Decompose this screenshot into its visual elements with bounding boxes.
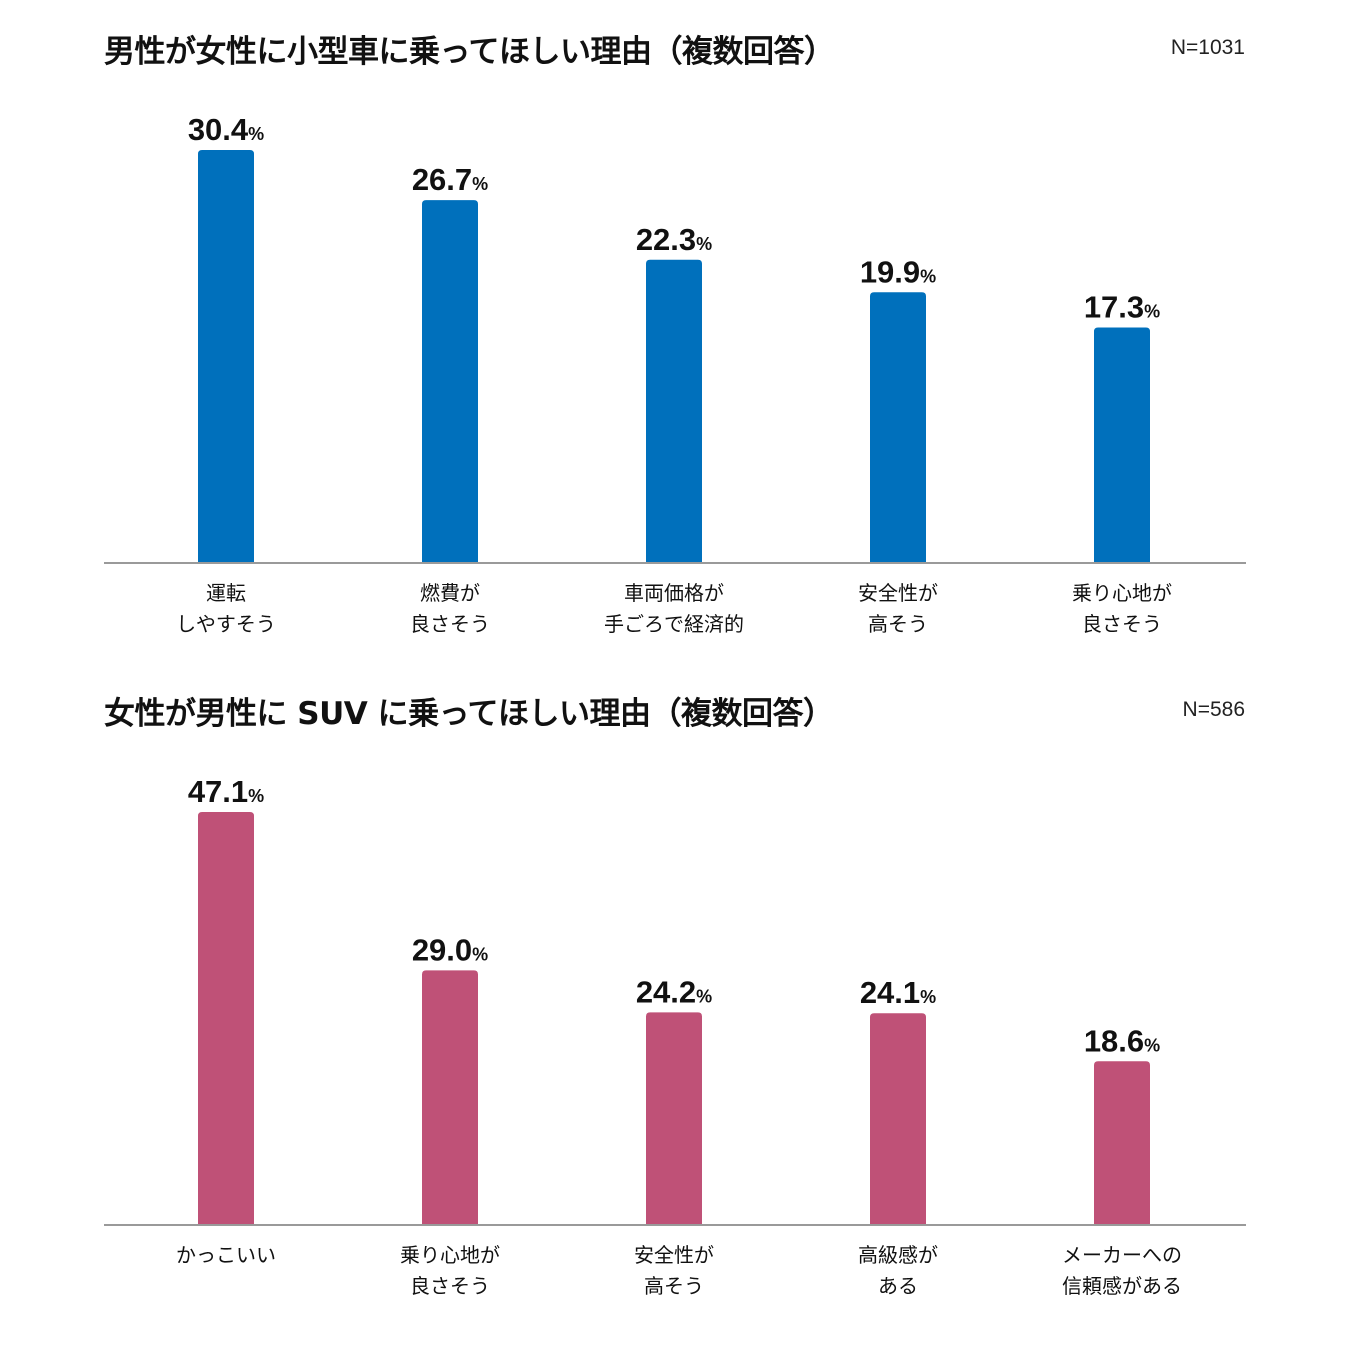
- category-label: 手ごろで経済的: [604, 612, 744, 636]
- category-label: 運転: [206, 581, 246, 605]
- category-label: 燃費が: [420, 581, 480, 605]
- data-label: 29.0%: [412, 932, 488, 967]
- data-label: 24.1%: [860, 975, 936, 1010]
- bar: [198, 150, 254, 562]
- category-label: 信頼感がある: [1062, 1274, 1182, 1298]
- chart-title: 女性が男性に SUV に乗ってほしい理由（複数回答）: [104, 696, 834, 732]
- category-label: 高そう: [644, 1274, 704, 1298]
- chart-suv-reasons: 女性が男性に SUV に乗ってほしい理由（複数回答） N=586 47.1% かっ…: [0, 662, 1349, 1322]
- bar: [198, 812, 254, 1224]
- data-label: 17.3%: [1084, 290, 1160, 325]
- chart-title: 男性が女性に小型車に乗ってほしい理由（複数回答）: [104, 34, 835, 70]
- category-label: かっこいい: [176, 1243, 276, 1267]
- category-label: 車両価格が: [624, 581, 724, 605]
- bar: [646, 1012, 702, 1224]
- category-label: 良さそう: [410, 612, 490, 636]
- category-label: 乗り心地が: [1072, 581, 1172, 605]
- chart-small-car-reasons: 男性が女性に小型車に乗ってほしい理由（複数回答） N=1031 30.4% 運転し…: [0, 0, 1349, 660]
- bar: [870, 292, 926, 562]
- data-label: 19.9%: [860, 254, 936, 289]
- category-label: メーカーへの: [1062, 1243, 1182, 1267]
- category-label: 高そう: [868, 612, 928, 636]
- bar: [646, 259, 702, 562]
- data-label: 24.2%: [636, 974, 712, 1009]
- bar: [1094, 1061, 1150, 1224]
- category-label: 高級感が: [858, 1243, 938, 1267]
- sample-size: N=586: [1182, 698, 1245, 721]
- category-label: 乗り心地が: [400, 1243, 500, 1267]
- category-label: 安全性が: [858, 581, 938, 605]
- data-label: 26.7%: [412, 162, 488, 197]
- sample-size: N=1031: [1170, 36, 1245, 59]
- data-label: 18.6%: [1084, 1023, 1160, 1058]
- category-label: 良さそう: [410, 1274, 490, 1298]
- category-label: 安全性が: [634, 1243, 714, 1267]
- bar: [1094, 327, 1150, 562]
- category-label: しやすそう: [176, 612, 276, 636]
- bar: [422, 200, 478, 563]
- data-label: 22.3%: [636, 222, 712, 257]
- data-label: 30.4%: [188, 112, 264, 147]
- bar: [422, 970, 478, 1224]
- category-label: 良さそう: [1082, 612, 1162, 636]
- category-label: ある: [878, 1274, 918, 1298]
- bar: [870, 1013, 926, 1224]
- data-label: 47.1%: [188, 774, 264, 809]
